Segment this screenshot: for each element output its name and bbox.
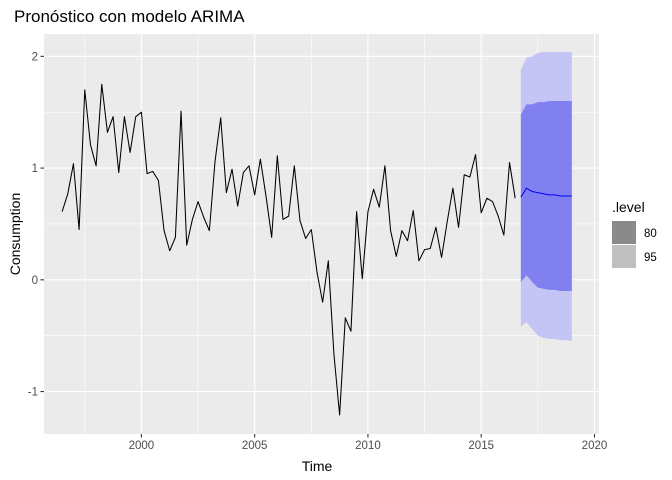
y-tick-label: 0 [32,275,38,287]
legend-label-95: 95 [644,252,657,264]
x-tick-label: 2020 [582,440,608,452]
y-axis-title: Consumption [7,193,23,276]
legend-key-80 [612,221,636,244]
legend-label-80: 80 [644,228,657,240]
x-tick-label: 2005 [242,440,268,452]
legend-title: .level [612,199,645,215]
chart-title: Pronóstico con modelo ARIMA [14,7,245,26]
legend: .level 80 95 [612,199,657,268]
plot-panel [44,34,599,434]
legend-key-95 [612,245,636,268]
forecast-mean-line [520,187,572,198]
y-tick-label: 1 [32,163,38,175]
series-lines [61,83,572,416]
x-tick-label: 2010 [355,440,381,452]
y-tick-label: 2 [32,51,38,63]
x-axis: 2000 2005 2010 2015 2020 [129,434,608,452]
x-axis-title: Time [302,458,333,474]
grid-major [44,34,599,434]
band-80 [520,101,572,291]
forecast-bands [520,51,572,342]
y-tick-label: -1 [28,387,38,399]
x-tick-label: 2000 [129,440,155,452]
historical-series-line [61,83,516,416]
y-axis: -1 0 1 2 [28,51,44,399]
x-tick-label: 2015 [468,440,494,452]
